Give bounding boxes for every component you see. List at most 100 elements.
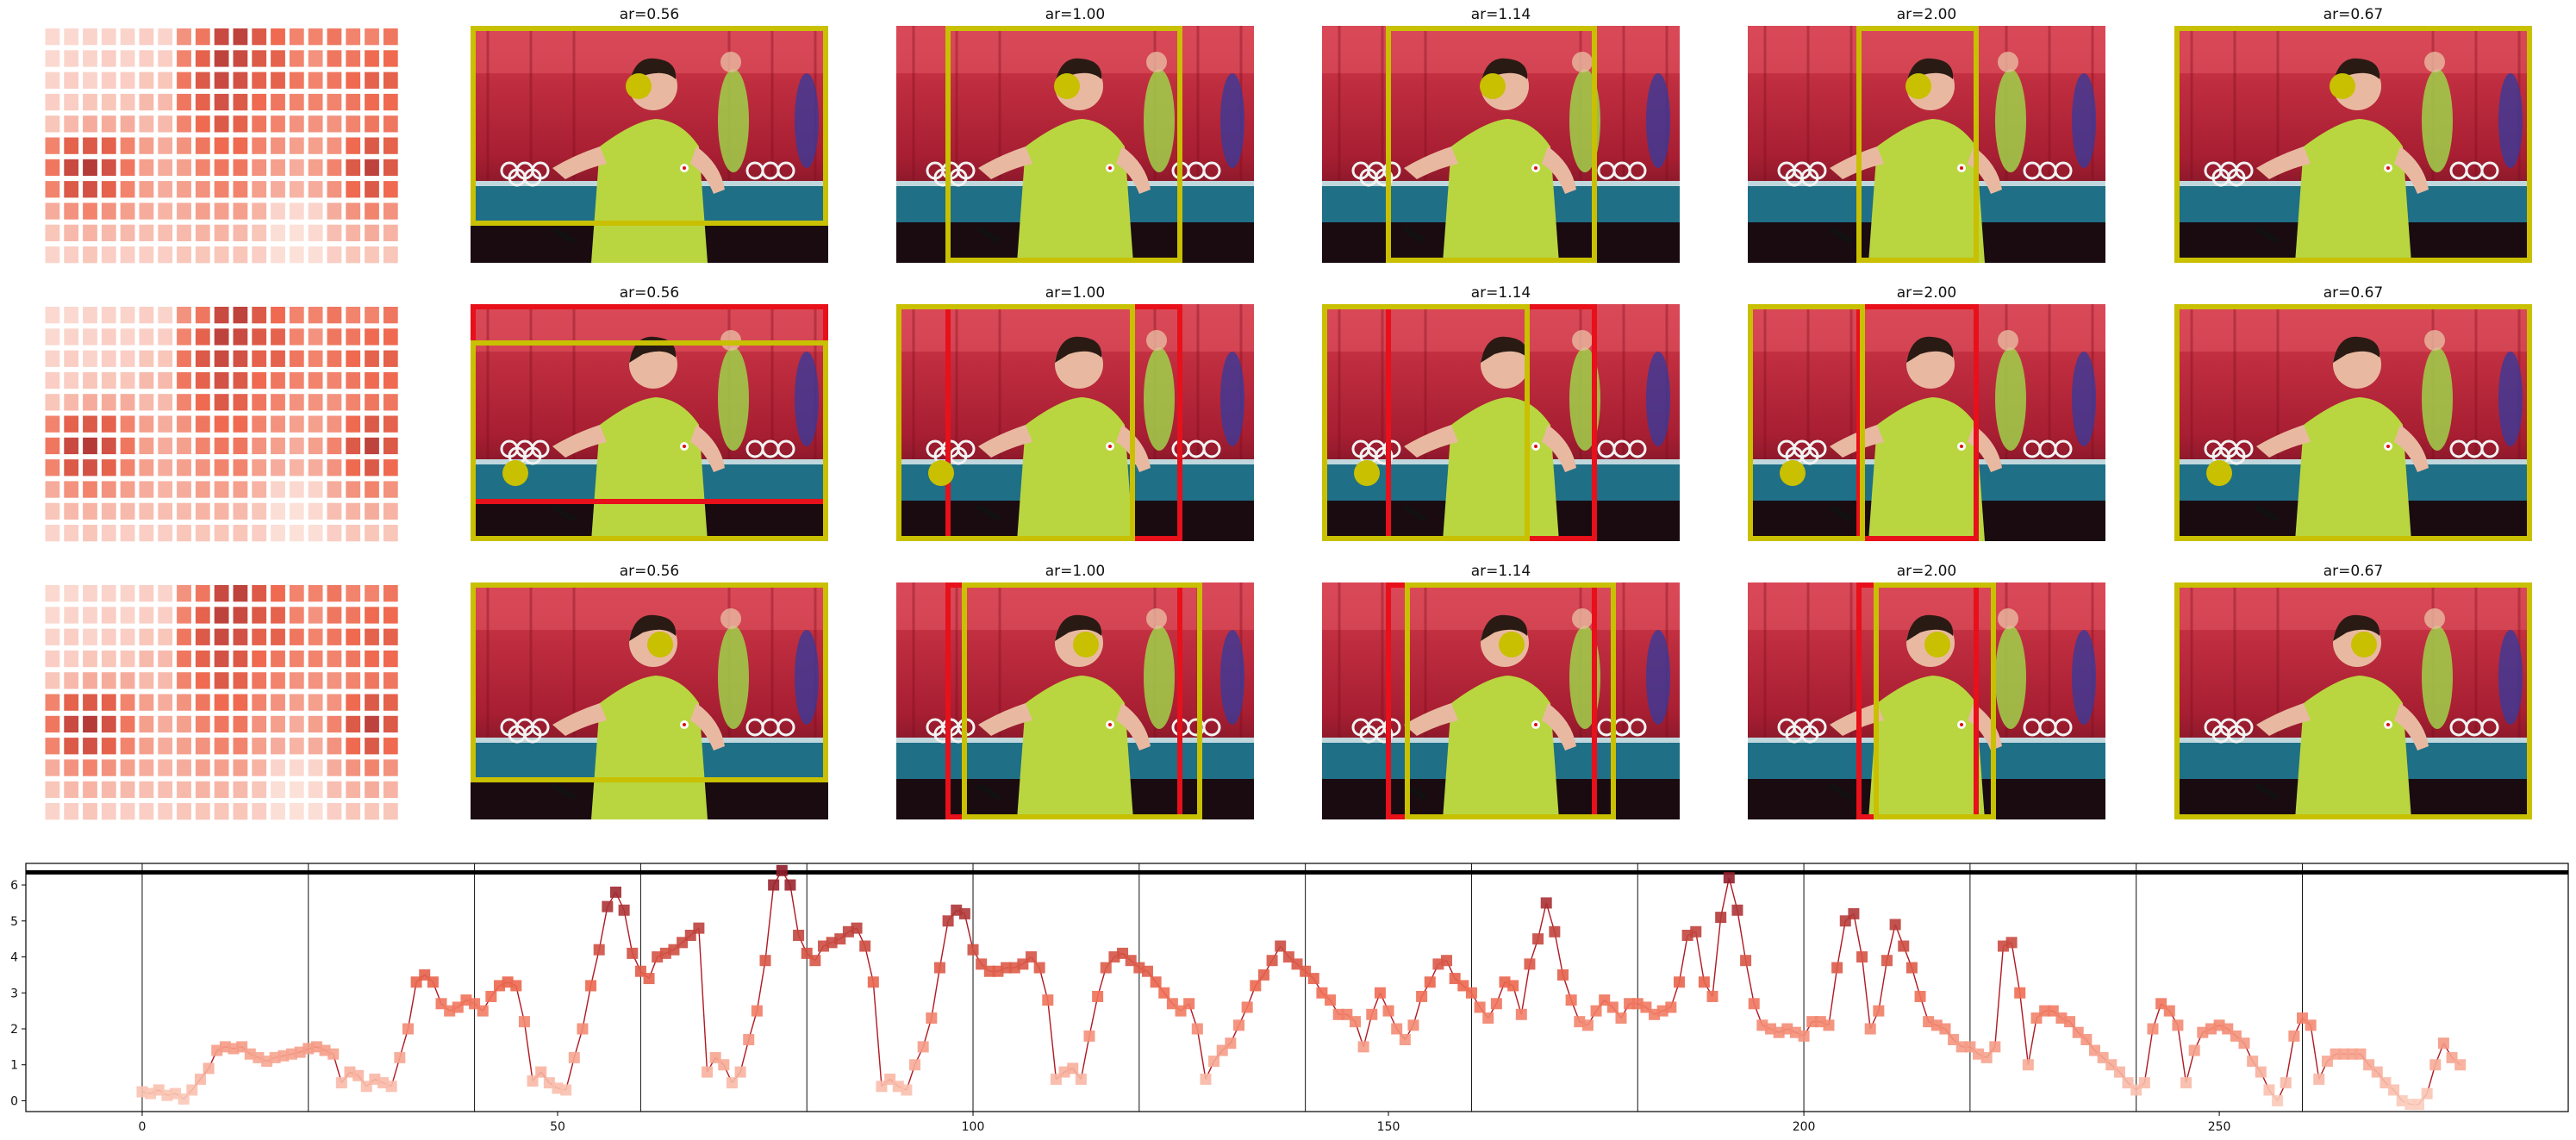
heatmap-cell (383, 371, 398, 389)
heatmap-cell (252, 607, 267, 624)
data-point (1549, 925, 1561, 938)
crop-panel: ar=1.14 (1322, 563, 1680, 819)
data-point (1581, 1019, 1594, 1031)
heatmap-cell (83, 50, 97, 67)
heatmap-cell (195, 50, 210, 67)
heatmap-cell (308, 115, 323, 133)
heatmap-cell (308, 93, 323, 111)
heatmap-cell (45, 371, 60, 389)
heatmap-cell (289, 481, 304, 498)
heatmap-cell (233, 525, 248, 542)
heatmap-cell (120, 137, 135, 154)
data-point (768, 879, 780, 891)
data-point (1856, 951, 1868, 963)
heatmap-cell (327, 394, 342, 411)
heatmap-cell (101, 93, 116, 111)
heatmap-cell (289, 803, 304, 820)
heatmap-cell (383, 715, 398, 733)
heatmap-cell (139, 93, 154, 111)
heatmap-cell (327, 328, 342, 346)
heatmap-cell (139, 159, 154, 177)
heatmap-cell (289, 672, 304, 689)
heatmap-cell (158, 93, 173, 111)
data-point (560, 1084, 572, 1096)
heatmap-cell (158, 181, 173, 198)
heatmap-cell (214, 481, 229, 498)
heatmap-cell (195, 394, 210, 411)
heatmap-cell (45, 585, 60, 602)
heatmap-cell (214, 137, 229, 154)
heatmap-cell (158, 328, 173, 346)
heatmap-cell (64, 328, 79, 346)
heatmap-cell (383, 307, 398, 324)
heatmap-cell (327, 224, 342, 241)
data-point (1357, 1041, 1369, 1053)
heatmap-cell (120, 28, 135, 46)
chart-axes (25, 863, 2569, 1112)
heatmap-cell (195, 224, 210, 241)
heatmap-cell (101, 628, 116, 645)
heatmap-cell (83, 803, 97, 820)
heatmap-cell (327, 50, 342, 67)
heatmap-cell (158, 715, 173, 733)
heatmap-cell (214, 650, 229, 668)
heatmap-cell (383, 415, 398, 433)
heatmap-cell (139, 137, 154, 154)
heatmap-cell (64, 650, 79, 668)
data-point (1225, 1037, 1237, 1050)
data-point (743, 1034, 755, 1046)
heatmap-cell (195, 93, 210, 111)
series-line-segment (598, 906, 608, 950)
heatmap-cell (252, 307, 267, 324)
heatmap-cell (308, 628, 323, 645)
heatmap-cell (271, 159, 285, 177)
heatmap-cell (120, 502, 135, 520)
panel-title: ar=0.67 (2323, 563, 2384, 580)
crop-panel: ar=0.67 (2174, 563, 2532, 819)
saliency-point (928, 460, 954, 486)
data-point (427, 976, 439, 988)
panel-title: ar=1.14 (1471, 563, 1531, 580)
heatmap-cell (101, 115, 116, 133)
heatmap-cell (101, 459, 116, 477)
heatmap-cell (64, 738, 79, 755)
heatmap-cell (101, 159, 116, 177)
data-point (1507, 980, 1519, 992)
heatmap-cell (177, 628, 191, 645)
series-line-segment (1744, 960, 1755, 1004)
data-point (1482, 1012, 1494, 1024)
data-point (2355, 1048, 2367, 1060)
heatmap-cell (271, 738, 285, 755)
heatmap-cell (383, 137, 398, 154)
heatmap-cell (327, 502, 342, 520)
heatmap-cell (271, 607, 285, 624)
data-point (1250, 980, 1262, 992)
heatmap-cell (308, 307, 323, 324)
heatmap-cell (158, 415, 173, 433)
heatmap-cell (101, 224, 116, 241)
heatmap-cell (327, 481, 342, 498)
heatmap-cell (139, 202, 154, 220)
heatmap-cell (139, 715, 154, 733)
predicted-crop-box (471, 582, 828, 782)
data-point (726, 1077, 738, 1089)
crop-panel: ar=1.14 (1322, 6, 1680, 263)
crop-panel: ar=1.00 (896, 284, 1254, 541)
heatmap-cell (383, 115, 398, 133)
heatmap-cell (252, 585, 267, 602)
data-point (1740, 955, 1752, 967)
data-point (2272, 1094, 2284, 1106)
heatmap-cell (365, 481, 379, 498)
heatmap-cell (252, 181, 267, 198)
heatmap-cell (383, 181, 398, 198)
heatmap-cell (327, 202, 342, 220)
heatmap-cell (64, 371, 79, 389)
data-point (2064, 1016, 2076, 1028)
heatmap-cell (289, 759, 304, 776)
heatmap-cell (214, 328, 229, 346)
heatmap-cell (327, 803, 342, 820)
heatmap-cell (139, 224, 154, 241)
heatmap-cell (365, 181, 379, 198)
heatmap-cell (271, 115, 285, 133)
predicted-crop-box (471, 26, 828, 226)
